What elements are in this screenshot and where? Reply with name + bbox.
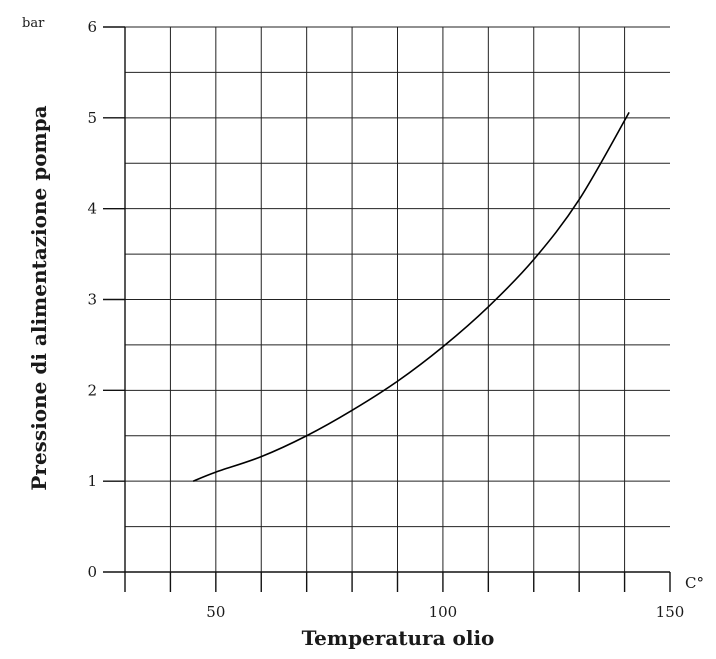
axes xyxy=(103,26,671,592)
y-tick-label: 4 xyxy=(87,200,97,218)
grid xyxy=(125,26,670,572)
y-tick-label: 3 xyxy=(87,291,97,309)
y-axis-title: Pressione di alimentazione pompa xyxy=(27,105,51,490)
x-unit-label: C° xyxy=(685,574,704,592)
x-axis-title: Temperatura olio xyxy=(302,626,495,650)
y-tick-label: 2 xyxy=(87,381,97,399)
y-tick-label: 6 xyxy=(87,18,97,36)
tick-labels: 0 1 2 3 4 5 6 50 100 150 xyxy=(87,18,684,621)
y-tick-label: 1 xyxy=(87,472,97,490)
series xyxy=(192,111,630,482)
series-line-0 xyxy=(192,111,630,482)
y-unit-label: bar xyxy=(22,16,45,31)
x-tick-label: 150 xyxy=(656,603,685,621)
y-tick-label: 0 xyxy=(87,563,97,581)
x-tick-label: 50 xyxy=(206,603,225,621)
x-tick-label: 100 xyxy=(429,603,458,621)
y-tick-label: 5 xyxy=(87,109,97,127)
